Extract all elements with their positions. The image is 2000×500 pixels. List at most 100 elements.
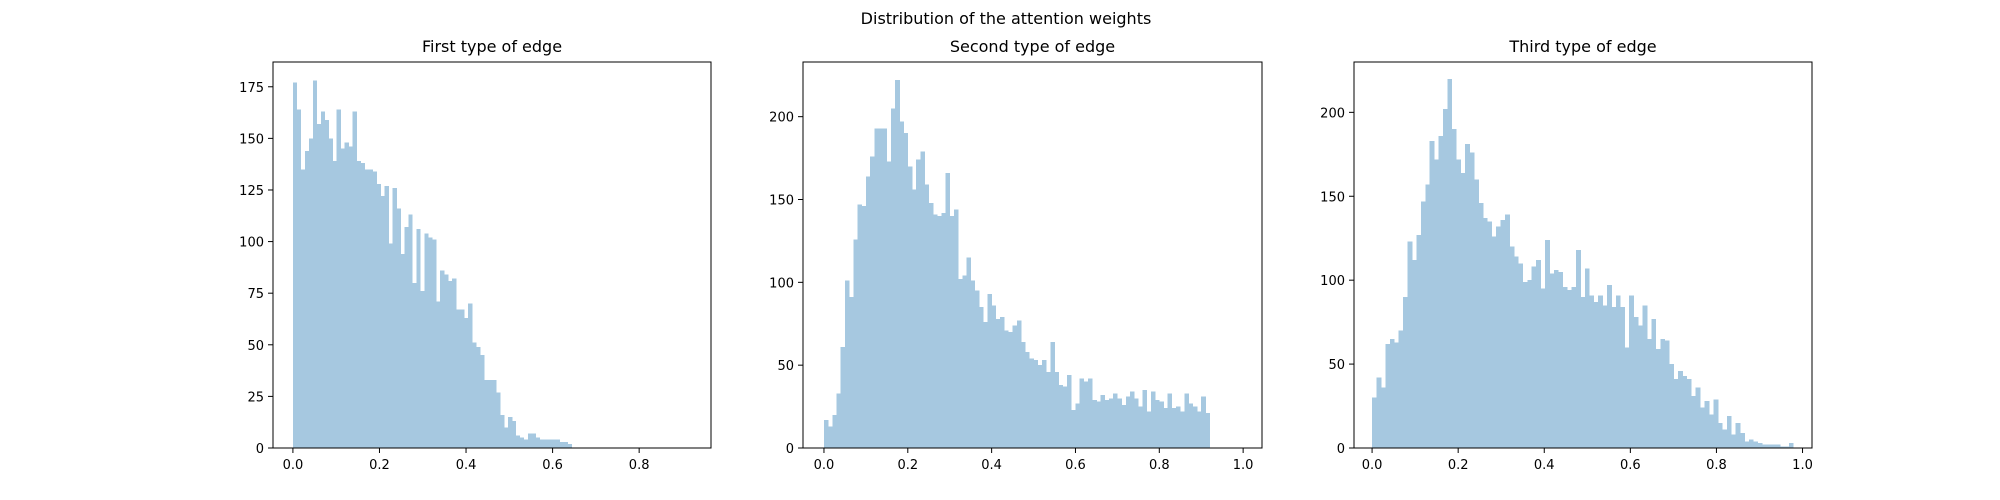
subplot-1-title: First type of edge (422, 37, 562, 56)
histogram-bar (1779, 446, 1785, 448)
histogram-bar (488, 379, 493, 448)
x-tick-label: 0.2 (897, 458, 918, 473)
histogram-bar (324, 119, 330, 449)
histogram-bar (1500, 219, 1506, 448)
histogram-bar (1527, 280, 1533, 448)
histogram-bar (836, 393, 842, 448)
histogram-bar (1487, 221, 1493, 448)
histogram-bar (886, 161, 892, 448)
histogram-bar (1691, 395, 1697, 448)
subplot-3-axes-frame (1353, 61, 1813, 449)
histogram-bar (527, 433, 533, 448)
histogram-bar (1403, 296, 1408, 448)
y-tick-label: 25 (247, 390, 264, 405)
histogram-bar (1731, 434, 1736, 448)
histogram-bar (1740, 432, 1745, 448)
histogram-bar (312, 80, 318, 448)
x-tick-label: 0.0 (1362, 458, 1383, 473)
histogram-bar (476, 346, 481, 448)
histogram-bar (1598, 295, 1603, 448)
histogram-bar (1398, 330, 1404, 448)
histogram-bar (1451, 129, 1457, 448)
histogram-bar (1000, 317, 1005, 448)
x-tick-label: 0.2 (369, 458, 390, 473)
histogram-bar (1567, 290, 1572, 448)
histogram-bar (372, 171, 377, 448)
figure-suptitle: Distribution of the attention weights (861, 9, 1152, 28)
histogram-bar (849, 297, 854, 448)
y-tick-label: 200 (769, 111, 794, 126)
histogram-bar (1159, 401, 1164, 448)
histogram-bar (1651, 318, 1657, 448)
histogram-bar (1536, 260, 1541, 448)
histogram-bar (874, 128, 879, 448)
histogram-bar (1620, 307, 1626, 448)
histogram-bar (1197, 411, 1202, 448)
histogram-bar (916, 159, 921, 448)
histogram-bar (296, 109, 302, 448)
histogram-bar (1713, 399, 1719, 448)
histogram-bar (1041, 360, 1047, 448)
histogram-bar (1121, 404, 1127, 448)
histogram-bar (1456, 159, 1462, 449)
histogram-bar (928, 202, 934, 448)
histogram-bar (1425, 184, 1431, 448)
histogram-bar (444, 274, 449, 448)
histogram-bar (828, 426, 833, 448)
histogram-bar (1709, 414, 1714, 448)
histogram-bar (1167, 393, 1173, 448)
histogram-bar (555, 439, 561, 448)
histogram-bar (1766, 444, 1772, 448)
histogram-bar (962, 275, 967, 448)
histogram-bar (1201, 396, 1206, 448)
histogram-bar (1096, 401, 1101, 448)
histogram-bar (468, 303, 473, 448)
histogram-bar (853, 239, 858, 448)
histogram-bar (1429, 140, 1435, 448)
histogram-bar (1088, 378, 1093, 448)
histogram-bar (870, 156, 875, 448)
histogram-bar (1562, 286, 1568, 448)
histogram-bar (1576, 249, 1581, 448)
histogram-bar (1037, 365, 1043, 448)
histogram-bar (368, 169, 373, 448)
histogram-bar (1482, 218, 1488, 448)
histogram-bar (1138, 406, 1143, 448)
histogram-bar (547, 439, 553, 448)
histogram-bar (1434, 159, 1439, 449)
histogram-bar (348, 146, 353, 448)
y-tick-label: 0 (786, 442, 794, 457)
histogram-bar (511, 421, 517, 448)
histogram-bar (1134, 398, 1139, 448)
histogram-bar (891, 108, 896, 449)
histogram-bar (924, 184, 930, 448)
histogram-bar (1046, 371, 1051, 448)
histogram-bar (404, 227, 409, 448)
histogram-bar (1518, 263, 1524, 448)
histogram-bar (1602, 305, 1608, 448)
histogram-bar (1682, 375, 1688, 448)
histogram-bar (1660, 338, 1666, 448)
subplot-1-axes-frame (272, 61, 712, 449)
histogram-bar (515, 435, 521, 448)
histogram-bar (464, 317, 469, 448)
histogram-bar (937, 216, 942, 448)
histogram-bar (1629, 295, 1635, 448)
histogram-bar (1553, 270, 1559, 448)
histogram-bar (932, 214, 938, 448)
subplot-1-bars (292, 80, 572, 449)
histogram-bar (472, 342, 477, 448)
histogram-bar (1380, 387, 1386, 448)
histogram-bar (452, 278, 457, 448)
subplot-1-ticks: 0.0 0.2 0.4 0.6 0.8 0 25 50 75 100 125 150 175 (239, 81, 649, 473)
histogram-bar (384, 185, 389, 448)
histogram-bar (1726, 416, 1732, 448)
histogram-bar (392, 187, 397, 449)
x-tick-label: 0.8 (1706, 458, 1727, 473)
y-tick-label: 0 (256, 442, 264, 457)
histogram-bar (983, 322, 988, 448)
histogram-bar (563, 441, 569, 448)
histogram-bar (1033, 360, 1039, 448)
histogram-bar (1071, 409, 1076, 448)
histogram-bar (857, 204, 863, 448)
